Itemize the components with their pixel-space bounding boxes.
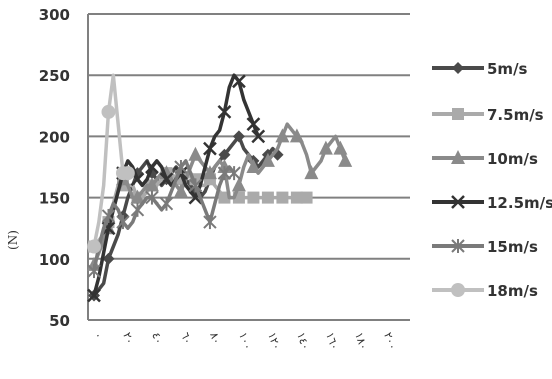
x-tick-6: ١٢٠ (265, 331, 283, 352)
legend-label-3: 12.5m/s (487, 194, 552, 212)
x-tick-9: ١٨٠ (352, 331, 370, 352)
legend-marker-3 (451, 195, 465, 209)
legend-label-5: 18m/s (487, 282, 538, 300)
x-tick-8: ١٦٠ (323, 331, 341, 352)
series-1-point-42 (290, 191, 303, 204)
legend-marker-1 (452, 108, 464, 120)
series-3-point-0 (87, 288, 101, 303)
y-tick-100: 100 (39, 251, 70, 269)
series-3-point-30 (232, 74, 246, 89)
series-2-point-30 (231, 177, 246, 192)
series-2-point-39 (275, 128, 290, 143)
series-1-point-44 (300, 191, 313, 204)
x-tick-0: ٠ (91, 331, 105, 341)
legend-label-1: 7.5m/s (487, 106, 544, 124)
legend-item-5: 18m/s (432, 282, 538, 300)
legend-item-2: 10m/s (432, 150, 538, 168)
y-axis-label: (N) (6, 230, 20, 250)
legend-item-1: 7.5m/s (432, 106, 544, 124)
legend-item-4: 15m/s (432, 238, 538, 256)
y-tick-250: 250 (39, 67, 70, 85)
gridlines (88, 13, 410, 260)
axes (87, 14, 410, 321)
legend-item-0: 5m/s (432, 60, 528, 78)
legend-marker-5 (451, 283, 465, 297)
series-1-point-36 (261, 191, 274, 204)
legend-label-4: 15m/s (487, 238, 538, 256)
series-4-point-9 (130, 202, 145, 217)
series-4-point-29 (227, 166, 241, 181)
y-tick-150: 150 (39, 190, 70, 208)
x-tick-2: ٤٠ (149, 331, 165, 347)
x-axis-ticks: ٠ ٢٠ ٤٠ ٦٠ ٨٠ ١٠٠ ١٢٠ ١٤٠ ١٦٠ ١٨٠ ٢٠٠ (91, 331, 399, 352)
series-4-point-12 (145, 190, 159, 205)
series-3-point-15 (159, 172, 174, 187)
series-2-point-9 (130, 189, 145, 204)
series-2-point-36 (260, 152, 275, 167)
x-tick-5: ١٠٠ (236, 331, 254, 352)
series-layer (87, 73, 353, 303)
series-4-point-3 (101, 208, 116, 223)
y-tick-200: 200 (39, 128, 70, 146)
series-3-point-27 (217, 105, 232, 119)
x-tick-1: ٢٠ (120, 331, 136, 347)
series-4-point-6 (116, 215, 130, 230)
series-1-point-39 (276, 191, 289, 204)
legend-item-3: 12.5m/s (432, 194, 552, 212)
series-5 (87, 73, 135, 254)
series-3-point-33 (246, 117, 261, 132)
series-2-point-42 (289, 128, 304, 143)
series-4-point-18 (174, 160, 188, 174)
y-axis-ticks: 50 100 150 200 250 300 (39, 6, 70, 330)
series-2-point-12 (144, 177, 159, 192)
series-1-point-33 (247, 191, 260, 204)
legend-label-0: 5m/s (487, 60, 528, 78)
series-2-point-45 (304, 165, 319, 180)
series-3-point-12 (145, 160, 159, 174)
series-3-point-34 (251, 129, 266, 144)
series-2-point-33 (246, 159, 261, 173)
series-2-point-18 (173, 183, 188, 198)
series-5-point-0 (87, 239, 101, 254)
x-tick-4: ٨٠ (207, 331, 223, 347)
legend-marker-0 (452, 62, 464, 74)
legend: 5m/s 7.5m/s 10m/s 12.5m/s 15m/s 18m/s (432, 60, 552, 300)
series-4-point-27 (217, 166, 232, 181)
legend-marker-2 (451, 150, 465, 164)
y-tick-50: 50 (49, 312, 70, 330)
legend-label-2: 10m/s (487, 150, 538, 168)
y-tick-300: 300 (39, 6, 70, 24)
series-4-point-24 (203, 215, 217, 230)
series-2-point-21 (188, 146, 203, 161)
series-5-point-3 (101, 104, 116, 119)
series-4-point-15 (159, 196, 174, 211)
series-4-point-21 (188, 178, 203, 193)
series-0-point-27 (218, 148, 231, 161)
series-4-point-0 (87, 264, 101, 279)
series-line-5 (92, 73, 128, 247)
series-2-point-51 (333, 140, 348, 155)
series-2-point-48 (318, 140, 333, 155)
series-2-point-52 (338, 152, 353, 167)
series-5-point-7 (120, 166, 135, 181)
x-tick-10: ٢٠٠ (381, 331, 399, 352)
series-4 (87, 159, 241, 279)
series-0-point-30 (232, 130, 245, 143)
series-0-point-3 (102, 252, 115, 265)
series-2-point-24 (202, 165, 217, 180)
x-tick-3: ٦٠ (178, 331, 194, 347)
series-3-point-24 (203, 141, 217, 156)
x-tick-7: ١٤٠ (294, 331, 312, 352)
legend-marker-4 (451, 239, 465, 253)
